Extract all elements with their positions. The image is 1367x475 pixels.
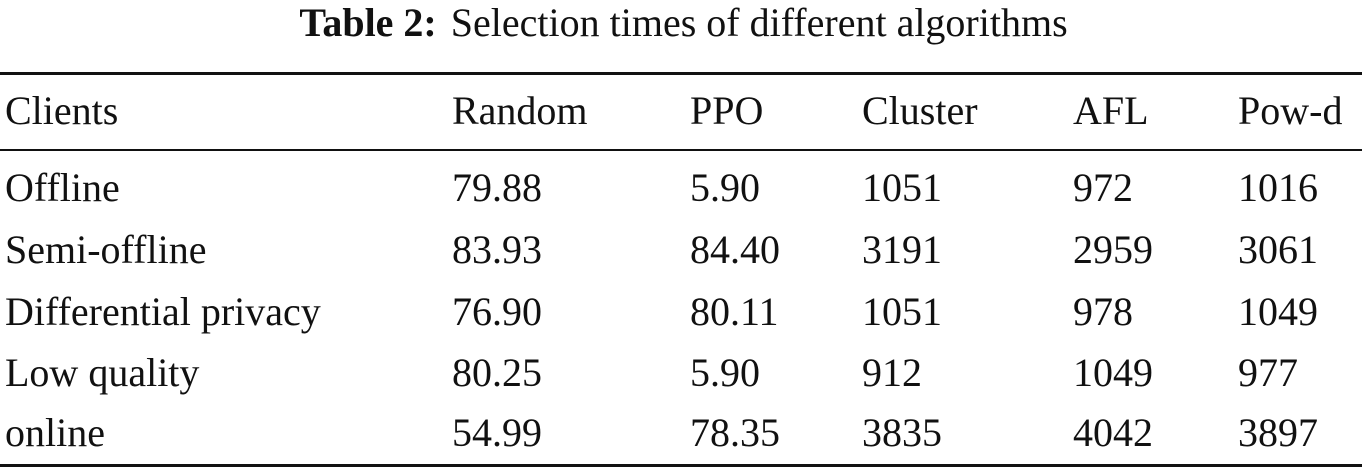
table-cell: 79.88: [452, 165, 542, 210]
table-cell: 3897: [1238, 410, 1318, 455]
row-label: Semi-offline: [5, 227, 207, 272]
table-cell: 83.93: [452, 227, 542, 272]
table-cell: 1016: [1238, 165, 1318, 210]
table-cell: 54.99: [452, 410, 542, 455]
table-cell: 912: [862, 350, 922, 395]
table-cell: 78.35: [690, 410, 780, 455]
header-cell: Random: [452, 88, 588, 133]
top-rule: [0, 72, 1362, 75]
table-cell: 76.90: [452, 289, 542, 334]
table-cell: 977: [1238, 350, 1298, 395]
row-label: Low quality: [5, 350, 200, 395]
header-cell: Pow-d: [1238, 88, 1343, 133]
bottom-rule: [0, 464, 1362, 467]
table-cell: 80.11: [690, 289, 779, 334]
row-label: online: [5, 410, 105, 455]
table-cell: 972: [1073, 165, 1133, 210]
table-cell: 3191: [862, 227, 942, 272]
table-cell: 3061: [1238, 227, 1318, 272]
table-cell: 4042: [1073, 410, 1153, 455]
header-cell: Cluster: [862, 88, 978, 133]
table-cell: 1049: [1073, 350, 1153, 395]
table-cell: 5.90: [690, 350, 760, 395]
mid-rule: [0, 149, 1362, 151]
row-label: Offline: [5, 165, 120, 210]
table-cell: 1049: [1238, 289, 1318, 334]
caption-label: Table 2:: [299, 0, 437, 45]
caption-title: Selection times of different algorithms: [450, 0, 1068, 45]
table-cell: 978: [1073, 289, 1133, 334]
table-cell: 5.90: [690, 165, 760, 210]
row-label: Differential privacy: [5, 289, 321, 334]
table-cell: 1051: [862, 165, 942, 210]
table-caption: Table 2: Selection times of different alg…: [0, 0, 1367, 46]
header-cell: PPO: [690, 88, 764, 133]
table-cell: 3835: [862, 410, 942, 455]
table-cell: 80.25: [452, 350, 542, 395]
table-cell: 84.40: [690, 227, 780, 272]
table-cell: 2959: [1073, 227, 1153, 272]
table-cell: 1051: [862, 289, 942, 334]
header-cell: AFL: [1073, 88, 1149, 133]
header-cell: Clients: [5, 88, 119, 133]
